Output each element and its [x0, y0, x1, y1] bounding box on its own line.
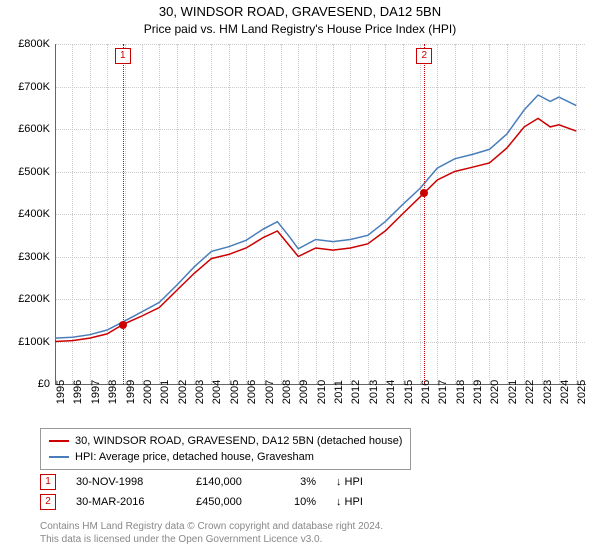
footer-line1: Contains HM Land Registry data © Crown c… [40, 520, 383, 533]
x-tick-label: 2008 [281, 380, 293, 404]
x-tick-label: 2006 [246, 380, 258, 404]
x-tick-label: 2012 [350, 380, 362, 404]
y-tick-label: £700K [5, 81, 50, 93]
sales-price: £140,000 [196, 472, 266, 492]
sales-marker: 1 [40, 474, 56, 490]
sales-pct: 3% [286, 472, 316, 492]
y-tick-label: £500K [5, 166, 50, 178]
x-tick-label: 1995 [55, 380, 67, 404]
x-tick-label: 2001 [159, 380, 171, 404]
legend-label: HPI: Average price, detached house, Grav… [75, 449, 314, 465]
x-tick-label: 2016 [420, 380, 432, 404]
x-tick-label: 2024 [559, 380, 571, 404]
marker-dot-1 [119, 321, 127, 329]
marker-2: 2 [416, 48, 432, 64]
x-tick-label: 2014 [385, 380, 397, 404]
y-tick-label: £300K [5, 251, 50, 263]
y-tick-label: £0 [5, 378, 50, 390]
chart-title: 30, WINDSOR ROAD, GRAVESEND, DA12 5BN [0, 4, 600, 19]
x-tick-label: 2011 [333, 380, 345, 404]
x-tick-label: 1997 [90, 380, 102, 404]
footer-line2: This data is licensed under the Open Gov… [40, 533, 383, 546]
x-tick-label: 2017 [437, 380, 449, 404]
legend-label: 30, WINDSOR ROAD, GRAVESEND, DA12 5BN (d… [75, 433, 402, 449]
marker-dot-2 [420, 189, 428, 197]
x-tick-label: 2010 [316, 380, 328, 404]
sales-pct: 10% [286, 492, 316, 512]
sales-date: 30-MAR-2016 [76, 492, 176, 512]
sales-dir: ↓ HPI [336, 492, 396, 512]
x-tick-label: 2022 [524, 380, 536, 404]
x-tick-label: 2023 [542, 380, 554, 404]
series-line-hpi [55, 95, 576, 338]
x-tick-label: 2004 [211, 380, 223, 404]
y-tick-label: £400K [5, 208, 50, 220]
sales-dir: ↓ HPI [336, 472, 396, 492]
x-tick-label: 2002 [177, 380, 189, 404]
y-tick-label: £200K [5, 293, 50, 305]
x-tick-label: 2015 [403, 380, 415, 404]
x-tick-label: 2003 [194, 380, 206, 404]
legend: 30, WINDSOR ROAD, GRAVESEND, DA12 5BN (d… [40, 428, 411, 470]
sales-date: 30-NOV-1998 [76, 472, 176, 492]
series-line-property [55, 118, 576, 341]
legend-item: 30, WINDSOR ROAD, GRAVESEND, DA12 5BN (d… [49, 433, 402, 449]
x-tick-label: 2013 [368, 380, 380, 404]
chart-container: 30, WINDSOR ROAD, GRAVESEND, DA12 5BN Pr… [0, 0, 600, 560]
y-tick-label: £800K [5, 38, 50, 50]
marker-1: 1 [115, 48, 131, 64]
x-tick-label: 2000 [142, 380, 154, 404]
legend-item: HPI: Average price, detached house, Grav… [49, 449, 402, 465]
x-tick-label: 2019 [472, 380, 484, 404]
x-tick-label: 2020 [489, 380, 501, 404]
legend-swatch [49, 456, 69, 458]
footer: Contains HM Land Registry data © Crown c… [40, 520, 383, 546]
y-tick-label: £600K [5, 123, 50, 135]
chart-lines [55, 44, 585, 384]
sales-price: £450,000 [196, 492, 266, 512]
x-tick-label: 2007 [264, 380, 276, 404]
x-tick-label: 2005 [229, 380, 241, 404]
chart-subtitle: Price paid vs. HM Land Registry's House … [0, 22, 600, 36]
sales-marker: 2 [40, 494, 56, 510]
x-tick-label: 2021 [507, 380, 519, 404]
x-tick-label: 1998 [107, 380, 119, 404]
y-tick-label: £100K [5, 336, 50, 348]
sales-row: 2 30-MAR-2016 £450,000 10% ↓ HPI [40, 492, 396, 512]
x-tick-label: 1996 [72, 380, 84, 404]
x-tick-label: 1999 [125, 380, 137, 404]
sales-table: 1 30-NOV-1998 £140,000 3% ↓ HPI 2 30-MAR-2016 £… [40, 472, 396, 512]
x-tick-label: 2009 [298, 380, 310, 404]
sales-row: 1 30-NOV-1998 £140,000 3% ↓ HPI [40, 472, 396, 492]
legend-swatch [49, 440, 69, 442]
x-tick-label: 2025 [576, 380, 588, 404]
x-tick-label: 2018 [455, 380, 467, 404]
